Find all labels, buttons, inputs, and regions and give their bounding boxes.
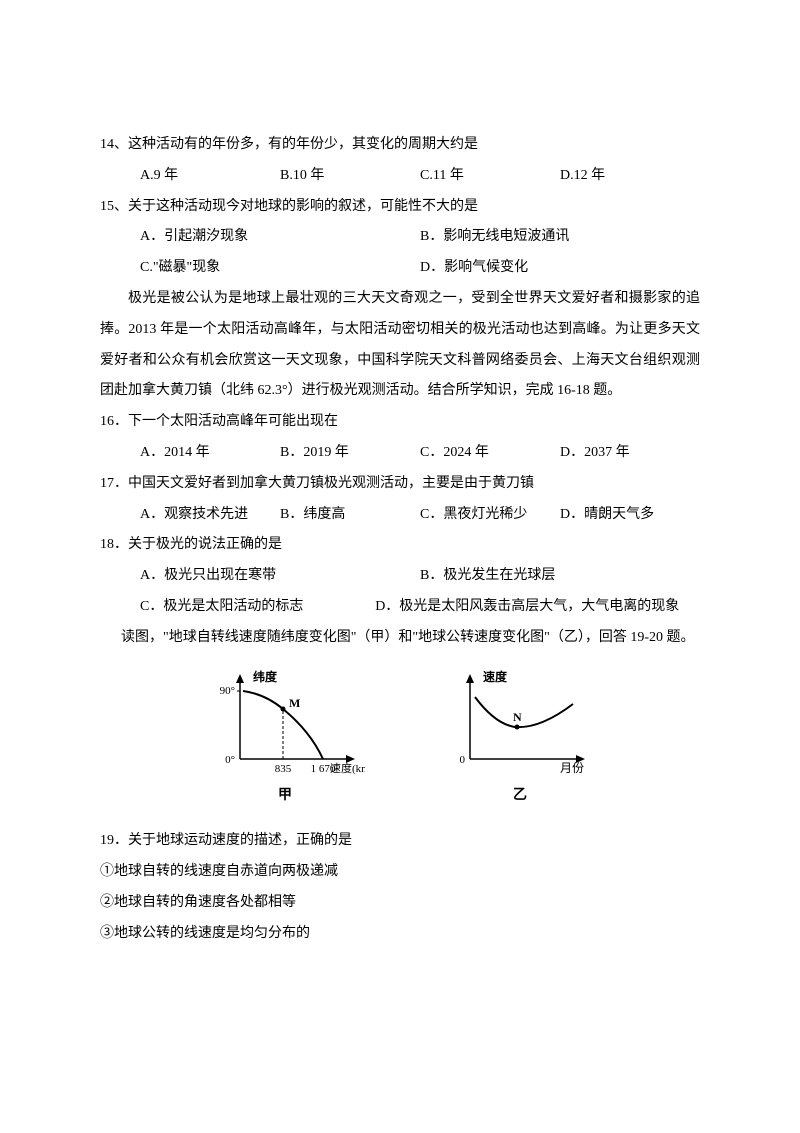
- q19-s2: ②地球自转的角速度各处都相等: [100, 888, 700, 919]
- question-14: 14、这种活动有的年份多，有的年份少，其变化的周期大约是 A.9 年 B.10 …: [100, 130, 700, 192]
- q14-opt-c: C.11 年: [420, 161, 560, 192]
- q16-text: 16．下一个太阳活动高峰年可能出现在: [100, 407, 700, 438]
- q17-opt-b: B．纬度高: [280, 500, 420, 531]
- chart1-xtick-835: 835: [275, 763, 292, 775]
- q16-options: A．2014 年 B．2019 年 C．2024 年 D．2037 年: [100, 438, 700, 469]
- chart1-ytick-90: 90°: [220, 685, 235, 697]
- q18-opt-c: C．极光是太阳活动的标志: [140, 592, 375, 623]
- q19-text: 19．关于地球运动速度的描述，正确的是: [100, 826, 700, 857]
- q15-options: A．引起潮汐现象 B．影响无线电短波通讯 C."磁暴"现象 D．影响气候变化: [100, 222, 700, 284]
- question-19: 19．关于地球运动速度的描述，正确的是 ①地球自转的线速度自赤道向两极递减 ②地…: [100, 826, 700, 949]
- chart1-ytick-0: 0°: [225, 754, 235, 766]
- chart1-point-m: M: [289, 696, 300, 710]
- chart2-caption: 乙: [445, 781, 595, 812]
- q18-options: A．极光只出现在寒带 B．极光发生在光球层 C．极光是太阳活动的标志 D．极光是…: [100, 561, 700, 623]
- q14-options: A.9 年 B.10 年 C.11 年 D.12 年: [100, 161, 700, 192]
- question-17: 17．中国天文爱好者到加拿大黄刀镇极光观测活动，主要是由于黄刀镇 A．观察技术先…: [100, 469, 700, 531]
- chart1-xlabel: 速度(km/h): [330, 761, 365, 775]
- q15-opt-b: B．影响无线电短波通讯: [420, 222, 700, 253]
- chart-jia-svg: 90° 0° 835 1 670 M 纬度 速度(km/h): [205, 669, 365, 779]
- chart2-point-n: N: [513, 710, 522, 724]
- q18-text: 18．关于极光的说法正确的是: [100, 530, 700, 561]
- charts: 90° 0° 835 1 670 M 纬度 速度(km/h) 甲: [100, 669, 700, 812]
- q17-opt-c: C．黑夜灯光稀少: [420, 500, 560, 531]
- passage-2: 读图，"地球自转线速度随纬度变化图"（甲）和"地球公转速度变化图"（乙），回答 …: [100, 623, 700, 654]
- chart-jia: 90° 0° 835 1 670 M 纬度 速度(km/h) 甲: [205, 669, 365, 812]
- q18-opt-b: B．极光发生在光球层: [420, 561, 700, 592]
- chart2-xlabel: 月份: [560, 761, 584, 775]
- q16-opt-b: B．2019 年: [280, 438, 420, 469]
- q16-opt-c: C．2024 年: [420, 438, 560, 469]
- q18-opt-d: D．极光是太阳风轰击高层大气，大气电离的现象: [375, 592, 700, 623]
- q19-s1: ①地球自转的线速度自赤道向两极递减: [100, 857, 700, 888]
- q14-opt-a: A.9 年: [140, 161, 280, 192]
- q16-opt-d: D．2037 年: [560, 438, 700, 469]
- q15-opt-a: A．引起潮汐现象: [140, 222, 420, 253]
- q15-text: 15、关于这种活动现今对地球的影响的叙述，可能性不大的是: [100, 192, 700, 223]
- q17-text: 17．中国天文爱好者到加拿大黄刀镇极光观测活动，主要是由于黄刀镇: [100, 469, 700, 500]
- chart-yi-svg: 0 N 速度 月份: [445, 669, 595, 779]
- chart1-caption: 甲: [205, 781, 365, 812]
- chart2-ylabel: 速度: [483, 669, 508, 684]
- question-15: 15、关于这种活动现今对地球的影响的叙述，可能性不大的是 A．引起潮汐现象 B．…: [100, 192, 700, 284]
- q17-options: A．观察技术先进 B．纬度高 C．黑夜灯光稀少 D．晴朗天气多: [100, 500, 700, 531]
- q18-opt-a: A．极光只出现在寒带: [140, 561, 420, 592]
- q16-opt-a: A．2014 年: [140, 438, 280, 469]
- q19-s3: ③地球公转的线速度是均匀分布的: [100, 919, 700, 950]
- q15-opt-c: C."磁暴"现象: [140, 253, 420, 284]
- chart-yi: 0 N 速度 月份 乙: [445, 669, 595, 812]
- chart1-ylabel: 纬度: [253, 669, 278, 684]
- q14-opt-b: B.10 年: [280, 161, 420, 192]
- q14-text: 14、这种活动有的年份多，有的年份少，其变化的周期大约是: [100, 130, 700, 161]
- q14-opt-d: D.12 年: [560, 161, 700, 192]
- q17-opt-d: D．晴朗天气多: [560, 500, 700, 531]
- passage-1: 极光是被公认为是地球上最壮观的三大天文奇观之一，受到全世界天文爱好者和摄影家的追…: [100, 284, 700, 407]
- question-18: 18．关于极光的说法正确的是 A．极光只出现在寒带 B．极光发生在光球层 C．极…: [100, 530, 700, 622]
- q17-opt-a: A．观察技术先进: [140, 500, 280, 531]
- question-16: 16．下一个太阳活动高峰年可能出现在 A．2014 年 B．2019 年 C．2…: [100, 407, 700, 469]
- q15-opt-d: D．影响气候变化: [420, 253, 700, 284]
- chart2-ytick-0: 0: [460, 754, 466, 766]
